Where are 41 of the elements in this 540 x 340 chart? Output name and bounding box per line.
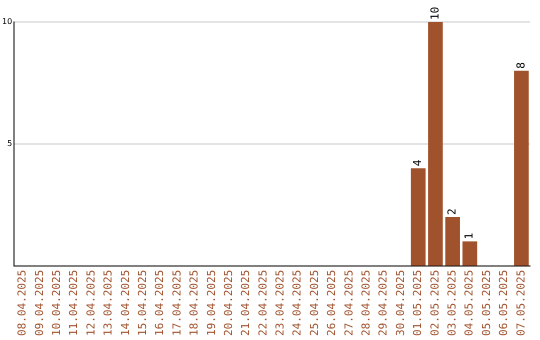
x-tick-label: 16.04.2025: [153, 270, 166, 336]
x-tick-label: 23.04.2025: [274, 270, 287, 336]
x-tick-label: 06.05.2025: [497, 270, 510, 336]
x-tick-label: 08.04.2025: [16, 270, 29, 336]
data-label: 4: [411, 159, 424, 166]
x-tick-label: 11.04.2025: [67, 270, 80, 336]
x-tick-label: 27.04.2025: [342, 270, 356, 336]
x-tick-label: 21.04.2025: [239, 270, 252, 336]
x-tick-label: 05.05.2025: [480, 270, 493, 336]
x-tick-label: 14.04.2025: [118, 270, 132, 336]
bar: [410, 168, 426, 266]
x-tick-label: 13.04.2025: [102, 270, 115, 336]
x-tick-label: 25.04.2025: [308, 270, 321, 336]
y-tick-label: 5: [7, 138, 12, 148]
x-tick-label: 10.04.2025: [50, 270, 64, 336]
x-tick-label: 07.05.2025: [514, 270, 528, 336]
x-tick-label: 17.04.2025: [170, 270, 184, 336]
bar: [514, 70, 529, 266]
x-tick-label: 09.04.2025: [32, 270, 46, 336]
x-tick-label: 24.04.2025: [290, 270, 304, 336]
x-tick-label: 04.05.2025: [462, 270, 476, 336]
x-tick-label: 03.05.2025: [445, 270, 458, 336]
bar: [445, 217, 460, 266]
x-tick-label: 20.04.2025: [222, 270, 235, 336]
x-tick-label: 26.04.2025: [325, 270, 338, 336]
x-tick-label: 19.04.2025: [204, 270, 218, 336]
x-tick-label: 18.04.2025: [188, 270, 201, 336]
data-label: 8: [514, 62, 528, 69]
x-tick-label: 12.04.2025: [84, 270, 98, 336]
x-tick-label: 02.05.2025: [428, 270, 442, 336]
x-tick-label: 01.05.2025: [411, 270, 424, 336]
bar: [462, 241, 478, 266]
data-label: 1: [462, 232, 476, 240]
x-tick-label: 29.04.2025: [376, 270, 390, 336]
x-tick-label: 22.04.2025: [256, 270, 270, 336]
data-label: 2: [445, 208, 458, 216]
bar: [428, 22, 443, 266]
data-label: 10: [428, 6, 442, 20]
x-tick-label: 28.04.2025: [360, 270, 373, 336]
x-tick-label: 30.04.2025: [394, 270, 407, 336]
x-tick-label: 15.04.2025: [136, 270, 149, 336]
